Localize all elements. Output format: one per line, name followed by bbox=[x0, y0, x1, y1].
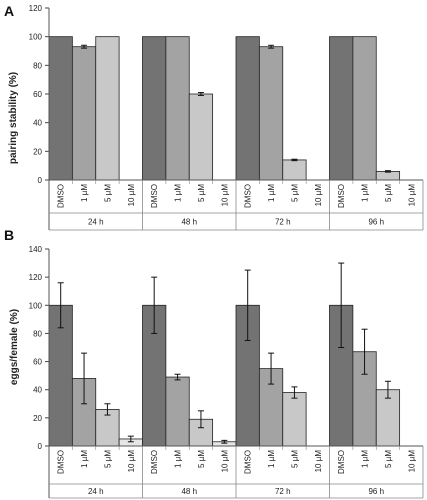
category-label: 1 µM bbox=[267, 450, 276, 468]
category-label: 1 µM bbox=[361, 450, 370, 468]
group-label: 48 h bbox=[181, 487, 197, 496]
category-label: 1 µM bbox=[174, 450, 183, 468]
category-label: DMSO bbox=[244, 450, 253, 474]
bar bbox=[165, 376, 190, 447]
category-label: 5 µM bbox=[103, 450, 112, 468]
category-label: 1 µM bbox=[361, 184, 370, 202]
bar bbox=[142, 36, 167, 181]
bar bbox=[375, 170, 401, 181]
category-label: 1 µM bbox=[80, 184, 89, 202]
category-label: 5 µM bbox=[290, 184, 299, 202]
bar bbox=[71, 46, 97, 181]
y-tick-label: 40 bbox=[33, 386, 42, 395]
category-label: 5 µM bbox=[384, 184, 393, 202]
category-label: DMSO bbox=[57, 450, 66, 474]
group-label: 72 h bbox=[275, 487, 291, 496]
group-label: 48 h bbox=[181, 218, 197, 227]
y-tick-label: 20 bbox=[33, 147, 42, 156]
category-label: 5 µM bbox=[103, 184, 112, 202]
category-label: 10 µM bbox=[407, 184, 416, 207]
panel-a-y-ticks: 0 20 40 60 80 100 120 bbox=[29, 4, 49, 185]
category-label: 5 µM bbox=[384, 450, 393, 468]
panel-b-bars bbox=[48, 304, 401, 447]
panel-a-y-axis-label: pairing stability (%) bbox=[8, 72, 19, 164]
category-label: 5 µM bbox=[290, 450, 299, 468]
bar bbox=[282, 159, 307, 181]
y-tick-label: 0 bbox=[38, 176, 43, 185]
category-label: 10 µM bbox=[127, 450, 136, 473]
category-label: DMSO bbox=[57, 184, 66, 208]
panel-b-axes bbox=[48, 249, 424, 499]
y-tick-label: 100 bbox=[29, 33, 43, 42]
y-tick-label: 0 bbox=[38, 442, 43, 451]
panel-a: A pairing stability (%) 020406080100120 … bbox=[4, 3, 424, 231]
category-label: 1 µM bbox=[267, 184, 276, 202]
panel-b-group-labels: 24 h 48 h 72 h 96 h bbox=[88, 487, 384, 496]
bar bbox=[282, 392, 307, 447]
category-label: 10 µM bbox=[314, 184, 323, 207]
bar bbox=[165, 36, 190, 181]
panel-a-bars bbox=[48, 36, 401, 181]
category-label: 10 µM bbox=[314, 450, 323, 473]
group-label: 96 h bbox=[368, 218, 384, 227]
panel-a-category-labels: DMSO 1 µM 5 µM 10 µM DMSO 1 µM 5 µM 10 µM DMSO 1 … bbox=[57, 184, 417, 208]
category-label: DMSO bbox=[337, 450, 346, 474]
bar bbox=[235, 36, 260, 181]
bar bbox=[329, 36, 354, 181]
panel-a-group-labels: 24 h 48 h 72 h 96 h bbox=[88, 218, 384, 227]
group-label: 96 h bbox=[368, 487, 384, 496]
category-label: 1 µM bbox=[174, 184, 183, 202]
y-tick-label: 140 bbox=[29, 245, 43, 254]
y-tick-label: 20 bbox=[33, 414, 42, 423]
y-tick-label: 80 bbox=[33, 61, 42, 70]
panel-a-axes bbox=[48, 8, 424, 231]
panel-a-error-bars bbox=[81, 44, 391, 173]
panel-a-letter: A bbox=[4, 3, 14, 19]
y-tick-label: 120 bbox=[29, 273, 43, 282]
bar bbox=[188, 93, 214, 181]
bar bbox=[258, 46, 284, 181]
y-tick-label: 40 bbox=[33, 119, 42, 128]
bar bbox=[48, 36, 73, 181]
panel-b-y-axis-label: eggs/female (%) bbox=[9, 309, 20, 385]
y-tick-label: 60 bbox=[33, 90, 42, 99]
bar bbox=[95, 36, 120, 181]
y-tick-label: 100 bbox=[29, 301, 43, 310]
category-label: 5 µM bbox=[197, 450, 206, 468]
panel-b-letter: B bbox=[4, 227, 14, 243]
category-label: 10 µM bbox=[220, 450, 229, 473]
y-tick-label: 120 bbox=[29, 4, 43, 13]
panel-b: B eggs/female (%) 0 20 40 60 80 100 120 140 DMS… bbox=[4, 227, 424, 499]
bar bbox=[352, 36, 377, 181]
category-label: DMSO bbox=[150, 184, 159, 208]
y-tick-label: 60 bbox=[33, 358, 42, 367]
category-label: 1 µM bbox=[80, 450, 89, 468]
panel-b-error-bars bbox=[57, 262, 391, 444]
category-label: 10 µM bbox=[220, 184, 229, 207]
category-label: 10 µM bbox=[407, 450, 416, 473]
group-label: 72 h bbox=[275, 218, 291, 227]
panel-b-category-labels: DMSO 1 µM 5 µM 10 µM DMSO 1 µM 5 µM 10 µM DMSO 1 … bbox=[57, 450, 417, 474]
category-label: DMSO bbox=[150, 450, 159, 474]
group-label: 24 h bbox=[88, 218, 104, 227]
category-label: 5 µM bbox=[197, 184, 206, 202]
category-label: 10 µM bbox=[127, 184, 136, 207]
category-label: DMSO bbox=[337, 184, 346, 208]
y-tick-label: 80 bbox=[33, 329, 42, 338]
category-label: DMSO bbox=[244, 184, 253, 208]
group-label: 24 h bbox=[88, 487, 104, 496]
panel-b-y-ticks: 0 20 40 60 80 100 120 140 bbox=[29, 245, 49, 451]
